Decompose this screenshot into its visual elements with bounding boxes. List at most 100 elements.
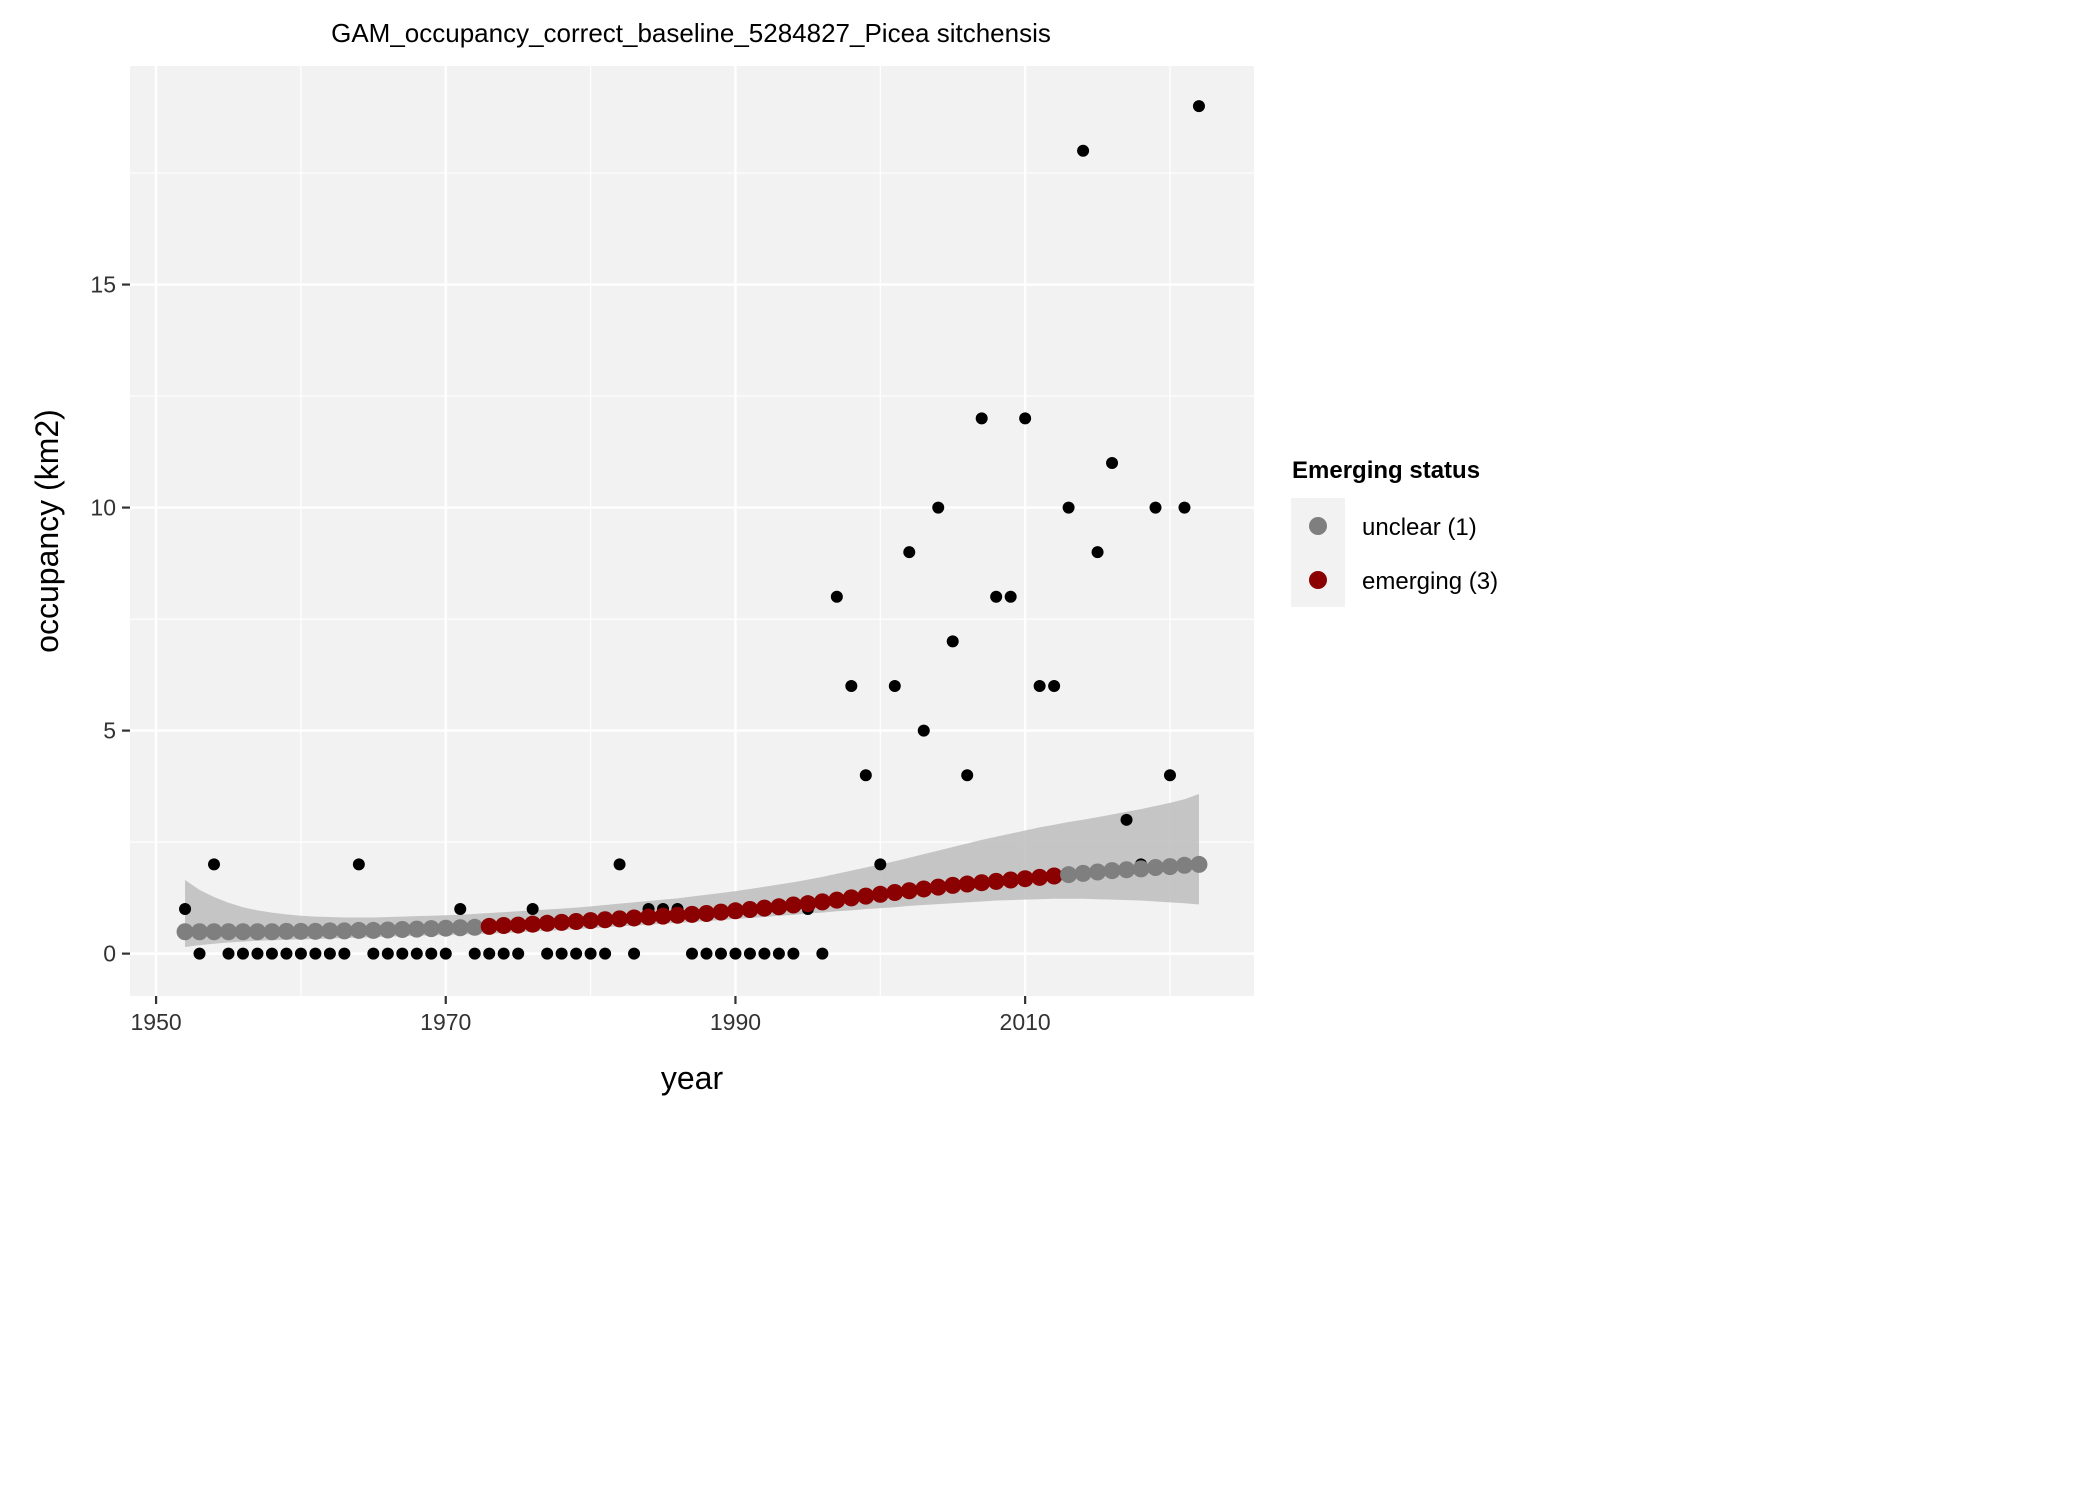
fitted-point-unclear: [277, 922, 295, 940]
observed-point: [584, 947, 597, 960]
fitted-point-unclear: [1074, 864, 1092, 882]
fitted-point-emerging: [987, 872, 1005, 890]
fitted-point-unclear: [393, 921, 411, 939]
fitted-point-unclear: [379, 921, 397, 939]
fitted-point-unclear: [234, 923, 252, 941]
fitted-point-emerging: [697, 904, 715, 922]
observed-point: [352, 858, 365, 871]
fitted-point-unclear: [1103, 862, 1121, 880]
observed-point: [1004, 590, 1017, 603]
fitted-point-unclear: [1161, 858, 1179, 876]
observed-point: [1033, 680, 1046, 692]
fitted-point-unclear: [1060, 866, 1078, 884]
fitted-point-emerging: [886, 884, 904, 902]
legend-key-unclear: [1309, 517, 1327, 535]
x-tick-label: 1970: [420, 1009, 471, 1035]
observed-point: [222, 947, 235, 960]
fitted-point-emerging: [755, 899, 773, 917]
fitted-point-unclear: [422, 920, 440, 938]
fitted-point-emerging: [958, 875, 976, 893]
observed-point: [265, 947, 278, 960]
observed-point: [1106, 456, 1119, 469]
observed-point: [454, 903, 467, 916]
fitted-point-emerging: [842, 889, 860, 907]
observed-point: [917, 724, 930, 737]
observed-point: [1019, 412, 1032, 425]
observed-point: [1178, 501, 1191, 514]
fitted-point-emerging: [480, 917, 498, 935]
observed-point: [294, 947, 307, 960]
observed-point: [628, 947, 641, 960]
fitted-point-unclear: [466, 918, 484, 936]
fitted-point-unclear: [321, 922, 339, 940]
y-axis-title: occupancy (km2): [29, 409, 65, 653]
observed-point: [439, 947, 452, 960]
observed-point: [1192, 100, 1205, 113]
legend-label-unclear: unclear (1): [1362, 514, 1477, 541]
observed-point: [367, 947, 380, 960]
fitted-point-emerging: [524, 915, 542, 933]
observed-point: [975, 412, 988, 425]
fitted-point-unclear: [1118, 861, 1136, 879]
fitted-point-unclear: [292, 922, 310, 940]
observed-point: [497, 947, 510, 960]
fitted-point-unclear: [1190, 855, 1208, 873]
fitted-point-emerging: [944, 876, 962, 894]
fitted-points: [176, 855, 1208, 941]
observed-point: [874, 858, 887, 871]
legend-title: Emerging status: [1292, 457, 1480, 484]
y-tick-label: 0: [103, 941, 116, 967]
fitted-point-emerging: [813, 893, 831, 911]
observed-point: [859, 769, 872, 782]
observed-point: [961, 769, 974, 782]
fitted-point-emerging: [712, 903, 730, 921]
fitted-point-emerging: [596, 911, 614, 929]
fitted-point-emerging: [654, 907, 672, 925]
fitted-point-emerging: [567, 913, 585, 931]
fitted-point-emerging: [784, 896, 802, 914]
fitted-point-unclear: [205, 923, 223, 941]
observed-point: [772, 947, 785, 960]
observed-point: [236, 947, 249, 960]
observed-point: [599, 947, 612, 960]
fitted-point-unclear: [350, 921, 368, 939]
fitted-point-emerging: [726, 902, 744, 920]
observed-point: [323, 947, 336, 960]
fitted-point-emerging: [741, 900, 759, 918]
observed-point: [743, 947, 756, 960]
observed-point: [729, 947, 742, 960]
fitted-point-emerging: [770, 898, 788, 916]
observed-point: [932, 501, 945, 514]
x-tick-label: 1950: [130, 1009, 181, 1035]
fitted-point-unclear: [1089, 863, 1107, 881]
fitted-point-emerging: [669, 906, 687, 924]
observed-point: [280, 947, 293, 960]
observed-point: [526, 903, 539, 916]
fitted-point-emerging: [509, 916, 527, 934]
observed-point: [686, 947, 698, 960]
fitted-point-emerging: [1016, 870, 1034, 888]
observed-point: [845, 680, 858, 692]
fitted-point-emerging: [495, 917, 513, 935]
observed-point: [512, 947, 525, 960]
legend-key-emerging: [1309, 571, 1327, 589]
fitted-point-emerging: [900, 882, 918, 900]
fitted-point-emerging: [553, 913, 571, 931]
observed-point: [816, 947, 829, 960]
observed-point: [946, 635, 959, 648]
x-tick-label: 1990: [710, 1009, 761, 1035]
axes: 1950 1970 1990 2010 0 5 10 15: [90, 272, 1050, 1035]
fitted-point-unclear: [1132, 860, 1150, 878]
observed-point: [251, 947, 264, 960]
fitted-point-unclear: [451, 919, 469, 937]
legend-key-background: [1291, 498, 1345, 607]
observed-point: [570, 947, 583, 960]
observed-point: [700, 947, 713, 960]
observed-point: [990, 590, 1003, 603]
fitted-point-unclear: [1175, 856, 1193, 874]
observed-point: [787, 947, 800, 960]
fitted-point-emerging: [640, 908, 658, 926]
fitted-point-unclear: [306, 922, 324, 940]
fitted-point-emerging: [871, 885, 889, 903]
grid-major: [130, 66, 1254, 996]
